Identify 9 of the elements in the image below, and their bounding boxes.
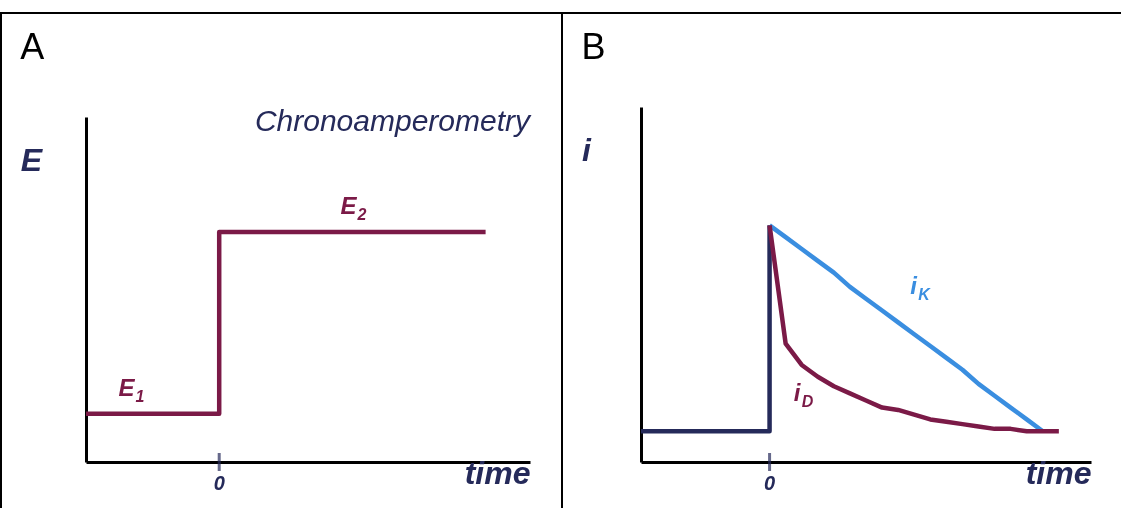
y-axis-title: E: [20, 141, 44, 178]
text: 0: [213, 472, 225, 494]
x-axis-title: time: [1025, 454, 1091, 491]
x-axis-title: time: [464, 454, 531, 491]
chart-title: A: [20, 26, 45, 67]
chart-title: B: [581, 26, 606, 67]
y-axis-title: i: [581, 131, 592, 168]
text: 0: [763, 472, 775, 494]
text: Chronoamperometry: [254, 104, 532, 137]
